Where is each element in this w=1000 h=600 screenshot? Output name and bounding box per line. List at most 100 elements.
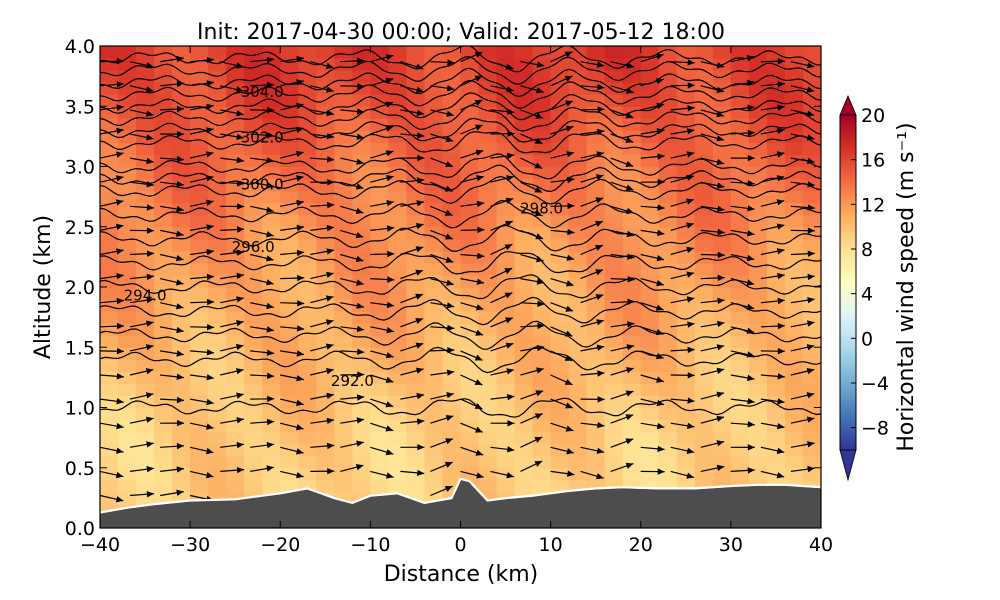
field-cell <box>622 419 642 433</box>
wind-vector <box>700 415 725 424</box>
field-cell <box>514 455 534 469</box>
field-cell <box>208 166 227 180</box>
wind-vector <box>100 422 124 430</box>
x-tick-label: 10 <box>539 534 563 556</box>
field-cell <box>154 395 173 409</box>
wind-vector <box>460 470 484 479</box>
field-cell <box>262 262 281 276</box>
field-cell <box>496 274 516 288</box>
field-cell <box>406 250 426 264</box>
wind-vector <box>100 151 124 159</box>
wind-vector <box>760 348 785 355</box>
field-cell <box>352 250 371 264</box>
field-cell <box>784 202 804 216</box>
wind-vector <box>490 175 514 183</box>
field-cell <box>766 431 786 445</box>
wind-vector <box>700 274 725 281</box>
wind-vector <box>220 85 244 93</box>
field-cell <box>532 467 552 481</box>
field-cell <box>766 178 786 192</box>
field-cell <box>694 94 714 107</box>
field-cell <box>208 479 227 493</box>
wind-vector <box>610 344 635 352</box>
x-tick-label: −40 <box>80 534 120 556</box>
field-cell <box>442 106 462 119</box>
field-cell <box>478 166 498 180</box>
field-cell <box>424 238 444 252</box>
field-cell <box>424 82 444 95</box>
wind-vector <box>340 83 365 90</box>
wind-vector <box>370 470 394 479</box>
field-cell <box>748 383 768 397</box>
field-cell <box>568 311 588 324</box>
field-cell <box>406 274 426 288</box>
field-cell <box>154 166 173 180</box>
field-cell <box>442 431 462 445</box>
field-cell <box>226 359 245 372</box>
wind-vector <box>730 229 755 237</box>
wind-vector <box>460 446 484 456</box>
wind-vector <box>550 176 575 184</box>
wind-vector <box>550 398 574 409</box>
field-cell <box>442 467 462 481</box>
field-cell <box>550 431 570 445</box>
field-cell <box>154 46 173 59</box>
wind-vector <box>129 85 154 93</box>
field-cell <box>604 407 624 421</box>
wind-vector <box>280 102 304 111</box>
field-cell <box>712 299 732 312</box>
field-cell <box>658 431 678 445</box>
field-cell <box>406 479 426 493</box>
wind-vector <box>400 444 425 451</box>
field-cell <box>208 311 227 324</box>
field-cell <box>154 479 173 493</box>
colorbar-tick-label: 4 <box>861 284 873 306</box>
field-cell <box>784 371 804 384</box>
wind-vector <box>700 133 725 142</box>
field-cell <box>640 202 660 216</box>
field-cell <box>730 311 750 324</box>
field-cell <box>676 154 696 168</box>
wind-vector <box>190 248 214 256</box>
field-cell <box>334 479 353 493</box>
field-cell <box>802 70 821 83</box>
field-cell <box>226 407 245 421</box>
field-cell <box>604 383 624 397</box>
field-cell <box>568 262 588 276</box>
wind-vector <box>160 205 184 213</box>
field-cell <box>514 250 534 264</box>
field-cell <box>442 226 462 240</box>
field-cell <box>748 250 768 264</box>
y-tick-label: 2.0 <box>65 277 95 299</box>
field-cell <box>208 202 227 216</box>
field-cell <box>424 407 444 421</box>
field-cell <box>802 118 821 131</box>
field-cell <box>730 431 750 445</box>
field-cell <box>766 383 786 397</box>
field-cell <box>208 226 227 240</box>
field-cell <box>280 214 299 228</box>
field-cell <box>586 142 606 156</box>
wind-vector <box>160 55 184 63</box>
wind-vector <box>129 441 154 448</box>
field-cell <box>190 166 209 180</box>
field-cell <box>388 287 408 300</box>
field-cell <box>370 166 390 180</box>
wind-vector <box>280 249 305 257</box>
wind-vector <box>310 133 335 140</box>
field-cell <box>478 479 498 493</box>
field-cell <box>730 419 750 433</box>
field-cell <box>316 226 335 240</box>
wind-vector <box>280 422 304 431</box>
field-cell <box>244 70 263 83</box>
field-cell <box>496 383 516 397</box>
field-cell <box>784 395 804 409</box>
wind-vector <box>730 205 755 212</box>
wind-vector <box>550 350 573 362</box>
wind-vector <box>670 198 694 207</box>
field-cell <box>730 287 750 300</box>
wind-vector <box>310 202 335 209</box>
wind-vector <box>610 462 634 472</box>
field-cell <box>190 287 209 300</box>
wind-vector <box>370 276 395 283</box>
